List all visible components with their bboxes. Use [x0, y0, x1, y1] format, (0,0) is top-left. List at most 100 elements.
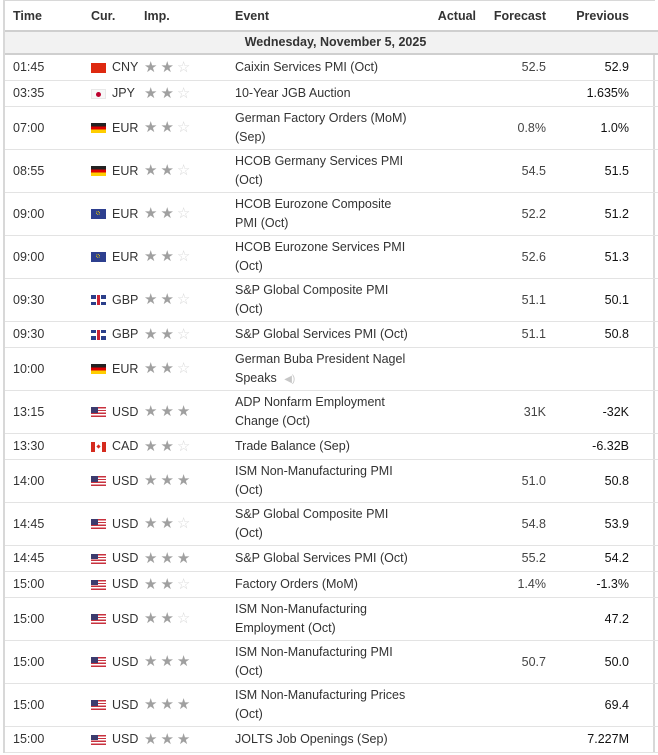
event-name[interactable]: Caixin Services PMI (Oct) — [235, 60, 379, 74]
event-forecast: 51.0 — [476, 459, 546, 503]
event-row[interactable]: 13:15 USD ★★★ ADP Nonfarm Employment Cha… — [5, 390, 658, 434]
star-filled-icon: ★ — [160, 84, 177, 102]
event-name-cell[interactable]: ISM Non-Manufacturing PMI (Oct) — [232, 459, 416, 503]
event-name[interactable]: German Buba President Nagel Speaks — [235, 351, 406, 385]
event-row[interactable]: 15:00 USD ★★★ JOLTS Job Openings (Sep) 7… — [5, 726, 658, 753]
row-spacer — [629, 347, 658, 391]
column-header-forecast[interactable]: Forecast — [476, 1, 546, 32]
event-name-cell[interactable]: JOLTS Job Openings (Sep) — [232, 726, 416, 753]
event-row[interactable]: 09:00 EUR ★★☆ HCOB Eurozone Composite PM… — [5, 192, 658, 236]
event-row[interactable]: 15:00 USD ★★☆ ISM Non-Manufacturing Empl… — [5, 597, 658, 641]
event-name[interactable]: Trade Balance (Sep) — [235, 439, 350, 453]
event-name-cell[interactable]: ISM Non-Manufacturing Prices (Oct) — [232, 683, 416, 727]
event-actual — [416, 192, 476, 236]
star-filled-icon: ★ — [160, 549, 177, 567]
event-row[interactable]: 09:30 GBP ★★☆ S&P Global Services PMI (O… — [5, 321, 658, 348]
event-name-cell[interactable]: Factory Orders (MoM) — [232, 571, 416, 598]
event-name-cell[interactable]: S&P Global Composite PMI (Oct) — [232, 502, 416, 546]
event-name[interactable]: S&P Global Composite PMI (Oct) — [235, 283, 389, 316]
event-time: 09:00 — [5, 235, 79, 279]
country-flag-icon — [91, 295, 106, 305]
column-header-time[interactable]: Time — [5, 1, 79, 32]
event-actual — [416, 390, 476, 434]
column-header-event[interactable]: Event — [232, 1, 416, 32]
star-filled-icon: ★ — [176, 730, 194, 748]
event-time: 07:00 — [5, 106, 79, 150]
event-name-cell[interactable]: ISM Non-Manufacturing PMI (Oct) — [232, 640, 416, 684]
importance-cell: ★★☆ — [144, 278, 232, 322]
star-filled-icon: ★ — [144, 119, 161, 136]
event-name[interactable]: HCOB Germany Services PMI (Oct) — [235, 154, 404, 187]
event-name-cell[interactable]: Caixin Services PMI (Oct) — [232, 54, 416, 81]
event-name-cell[interactable]: HCOB Germany Services PMI (Oct) — [232, 149, 416, 193]
event-name-cell[interactable]: German Factory Orders (MoM) (Sep) — [232, 106, 416, 150]
event-currency-cell: EUR — [79, 106, 144, 150]
row-spacer — [629, 502, 658, 546]
event-name[interactable]: ISM Non-Manufacturing PMI (Oct) — [235, 464, 393, 497]
calendar-body: Wednesday, November 5, 2025 01:45 CNY ★★… — [5, 31, 658, 753]
event-previous: 51.2 — [546, 192, 629, 236]
column-header-previous[interactable]: Previous — [546, 1, 629, 32]
event-row[interactable]: 09:30 GBP ★★☆ S&P Global Composite PMI (… — [5, 278, 658, 322]
event-name-cell[interactable]: HCOB Eurozone Composite PMI (Oct) — [232, 192, 416, 236]
star-empty-icon: ☆ — [176, 325, 194, 343]
event-row[interactable]: 14:45 USD ★★★ S&P Global Services PMI (O… — [5, 545, 658, 572]
event-name-cell[interactable]: ISM Non-Manufacturing Employment (Oct) — [232, 597, 416, 641]
event-name[interactable]: ISM Non-Manufacturing Employment (Oct) — [235, 602, 368, 635]
event-name[interactable]: Factory Orders (MoM) — [235, 577, 358, 591]
star-filled-icon: ★ — [160, 119, 177, 136]
event-name-cell[interactable]: ADP Nonfarm Employment Change (Oct) — [232, 390, 416, 434]
event-forecast: 31K — [476, 390, 546, 434]
row-spacer — [629, 321, 658, 348]
event-row[interactable]: 07:00 EUR ★★☆ German Factory Orders (MoM… — [5, 106, 658, 150]
event-name[interactable]: S&P Global Services PMI (Oct) — [235, 551, 408, 565]
event-name[interactable]: ISM Non-Manufacturing Prices (Oct) — [235, 688, 406, 721]
event-name[interactable]: HCOB Eurozone Services PMI (Oct) — [235, 240, 406, 273]
event-name[interactable]: 10-Year JGB Auction — [235, 86, 351, 100]
event-row[interactable]: 13:30 CAD ★★☆ Trade Balance (Sep) -6.32B — [5, 433, 658, 460]
event-name[interactable]: JOLTS Job Openings (Sep) — [235, 732, 388, 746]
event-previous: 51.5 — [546, 149, 629, 193]
star-filled-icon: ★ — [144, 205, 161, 222]
star-filled-icon: ★ — [144, 360, 161, 377]
event-name[interactable]: HCOB Eurozone Composite PMI (Oct) — [235, 197, 392, 230]
country-flag-icon — [91, 209, 106, 219]
speaker-icon[interactable]: ◀) — [284, 373, 296, 385]
event-name-cell[interactable]: Trade Balance (Sep) — [232, 433, 416, 460]
event-row[interactable]: 08:55 EUR ★★☆ HCOB Germany Services PMI … — [5, 149, 658, 193]
event-name-cell[interactable]: S&P Global Services PMI (Oct) — [232, 545, 416, 572]
importance-cell: ★★☆ — [144, 321, 232, 348]
event-row[interactable]: 01:45 CNY ★★☆ Caixin Services PMI (Oct) … — [5, 54, 658, 81]
event-currency-cell: CNY — [79, 54, 144, 81]
event-row[interactable]: 15:00 USD ★★★ ISM Non-Manufacturing PMI … — [5, 640, 658, 684]
event-name[interactable]: S&P Global Services PMI (Oct) — [235, 327, 408, 341]
event-forecast: 55.2 — [476, 545, 546, 572]
event-row[interactable]: 14:00 USD ★★★ ISM Non-Manufacturing PMI … — [5, 459, 658, 503]
event-row[interactable]: 09:00 EUR ★★☆ HCOB Eurozone Services PMI… — [5, 235, 658, 279]
event-name-cell[interactable]: 10-Year JGB Auction — [232, 80, 416, 107]
star-filled-icon: ★ — [160, 575, 177, 593]
column-header-currency[interactable]: Cur. — [79, 1, 144, 32]
column-header-actual[interactable]: Actual — [416, 1, 476, 32]
event-name[interactable]: German Factory Orders (MoM) (Sep) — [235, 111, 407, 144]
event-name[interactable]: S&P Global Composite PMI (Oct) — [235, 507, 389, 540]
date-header: Wednesday, November 5, 2025 — [5, 31, 658, 55]
event-row[interactable]: 10:00 EUR ★★☆ German Buba President Nage… — [5, 347, 658, 391]
row-spacer — [629, 597, 658, 641]
event-row[interactable]: 15:00 USD ★★☆ Factory Orders (MoM) 1.4% … — [5, 571, 658, 598]
event-name[interactable]: ISM Non-Manufacturing PMI (Oct) — [235, 645, 393, 678]
event-currency-cell: EUR — [79, 235, 144, 279]
star-filled-icon: ★ — [160, 472, 177, 489]
importance-cell: ★★★ — [144, 390, 232, 434]
event-name-cell[interactable]: S&P Global Services PMI (Oct) — [232, 321, 416, 348]
country-flag-icon — [91, 407, 106, 417]
event-row[interactable]: 03:35 JPY ★★☆ 10-Year JGB Auction 1.635% — [5, 80, 658, 107]
event-name-cell[interactable]: German Buba President Nagel Speaks ◀) — [232, 347, 416, 391]
column-header-importance[interactable]: Imp. — [144, 1, 232, 32]
event-name-cell[interactable]: HCOB Eurozone Services PMI (Oct) — [232, 235, 416, 279]
event-name[interactable]: ADP Nonfarm Employment Change (Oct) — [235, 395, 385, 428]
event-row[interactable]: 15:00 USD ★★★ ISM Non-Manufacturing Pric… — [5, 683, 658, 727]
event-row[interactable]: 14:45 USD ★★☆ S&P Global Composite PMI (… — [5, 502, 658, 546]
star-filled-icon: ★ — [144, 472, 161, 489]
event-name-cell[interactable]: S&P Global Composite PMI (Oct) — [232, 278, 416, 322]
